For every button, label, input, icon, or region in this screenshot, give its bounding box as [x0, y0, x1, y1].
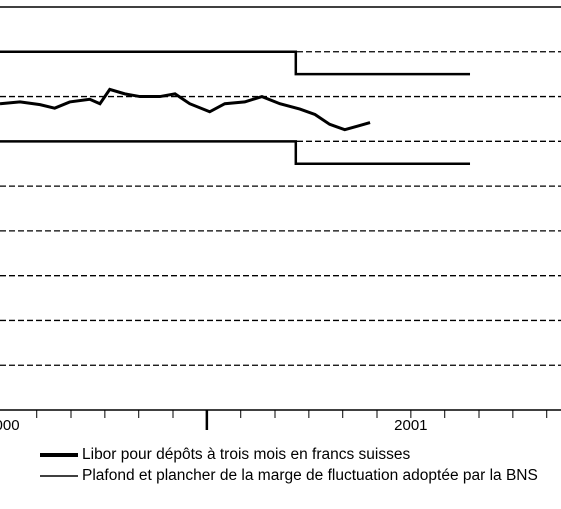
band-lower — [0, 140, 471, 165]
x-tick-label: 2001 — [394, 417, 427, 434]
legend-label: Libor pour dépôts à trois mois en francs… — [82, 446, 411, 463]
band-upper — [0, 50, 471, 76]
libor-line — [0, 87, 371, 132]
legend-label: Plafond et plancher de la marge de fluct… — [82, 467, 538, 484]
x-tick-label: 2000 — [0, 417, 20, 434]
